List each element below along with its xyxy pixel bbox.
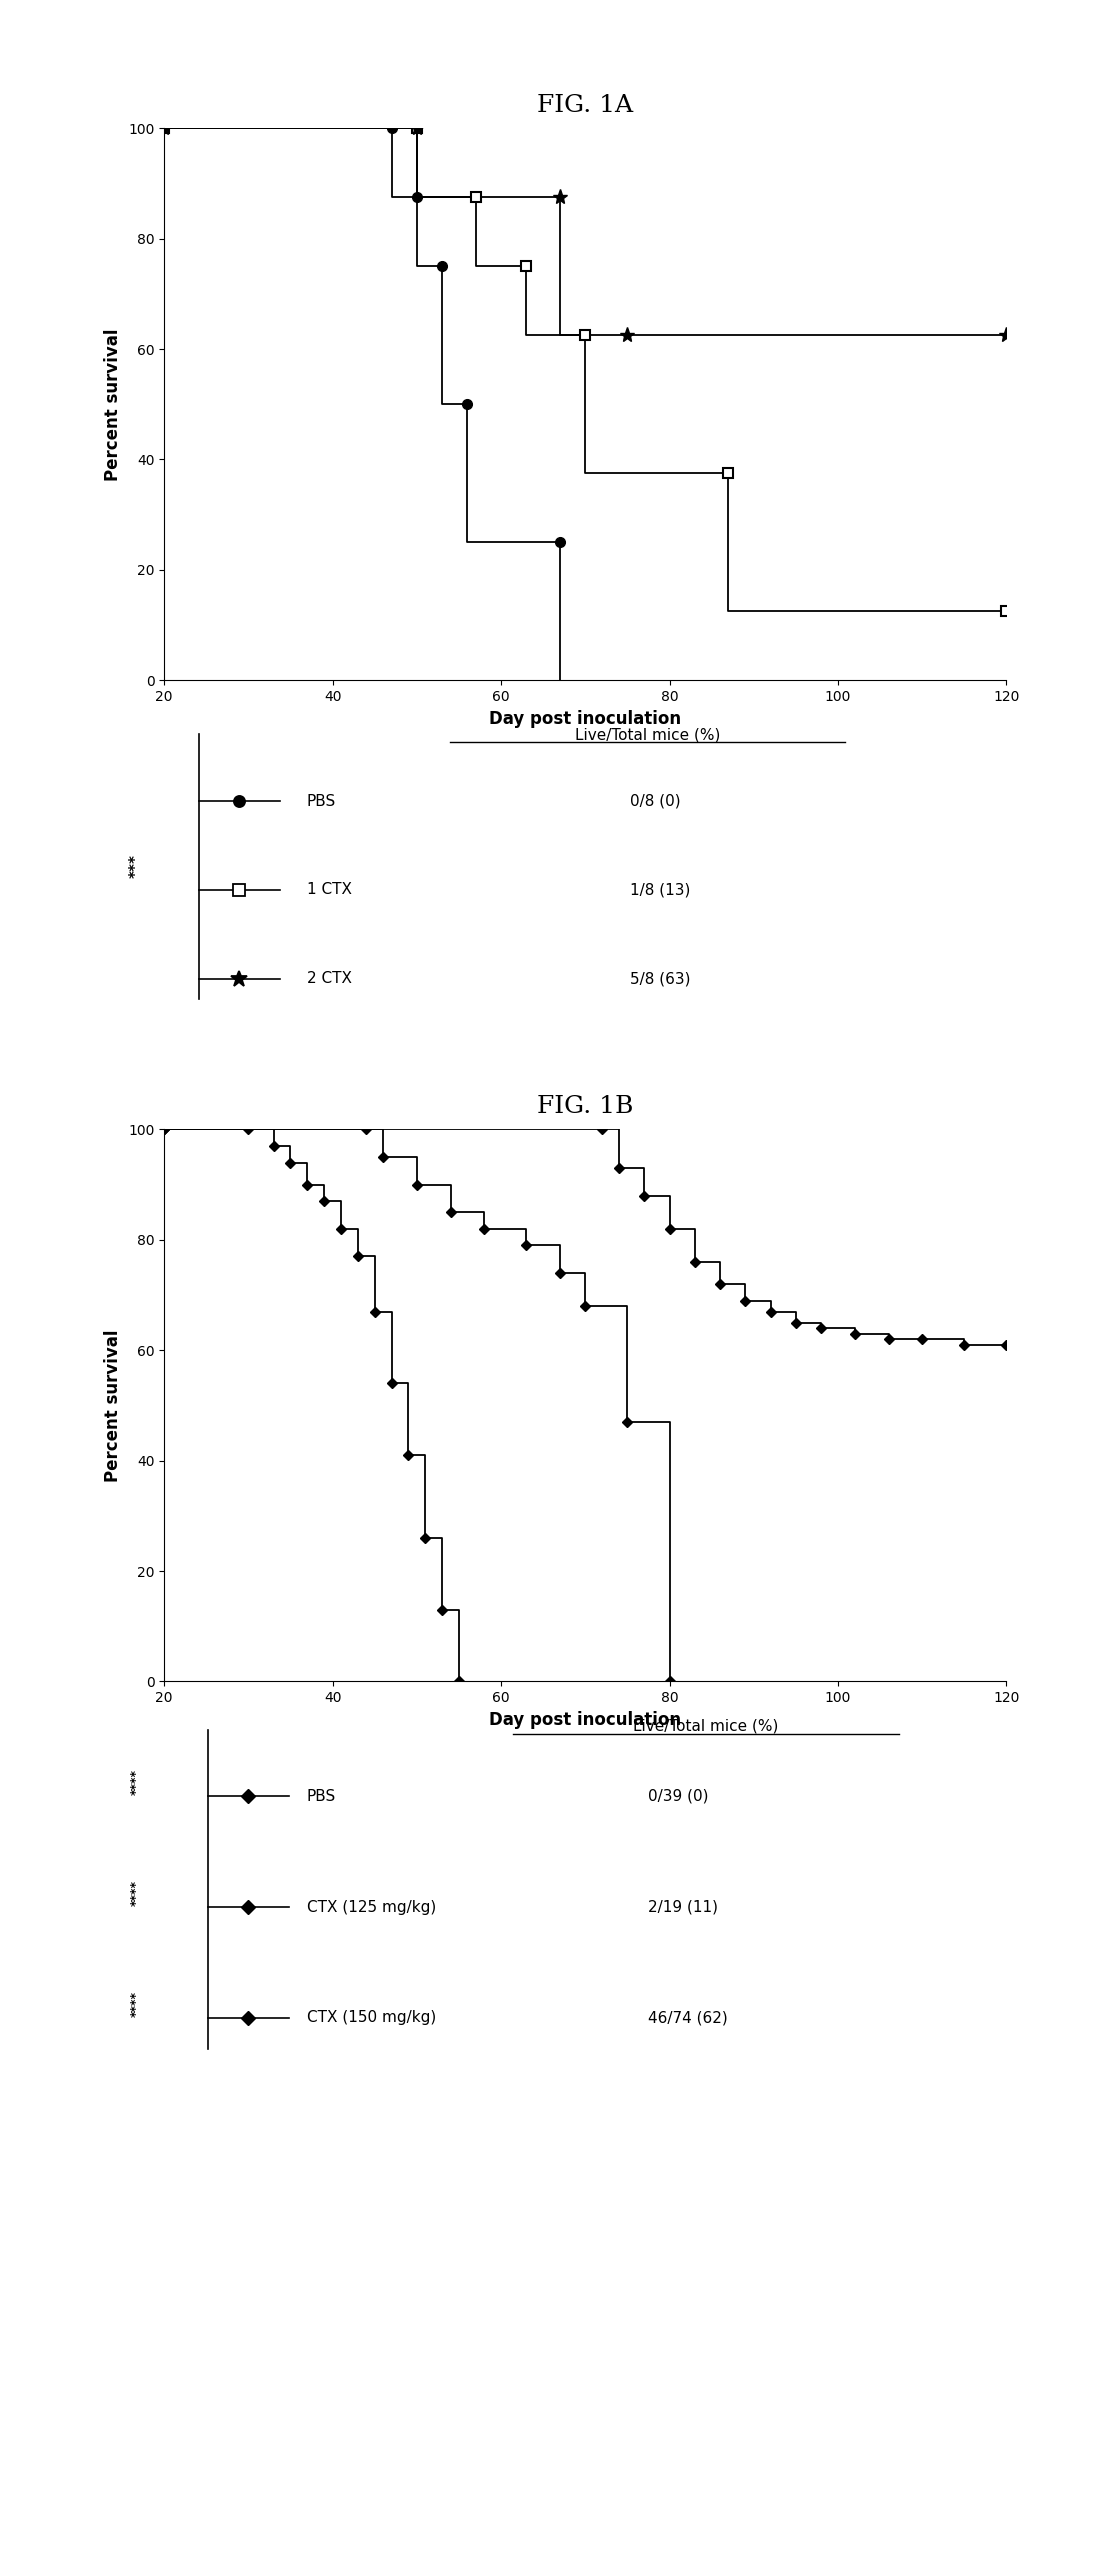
- X-axis label: Day post inoculation: Day post inoculation: [489, 708, 682, 726]
- Y-axis label: Percent survival: Percent survival: [104, 1330, 123, 1481]
- Text: 1/8 (13): 1/8 (13): [630, 883, 690, 898]
- Text: 2 CTX: 2 CTX: [306, 970, 352, 986]
- Text: 2/19 (11): 2/19 (11): [648, 1900, 718, 1915]
- Text: ****: ****: [130, 1769, 143, 1794]
- Text: ****: ****: [130, 1992, 143, 2018]
- Text: ***: ***: [129, 855, 143, 878]
- Text: 0/39 (0): 0/39 (0): [648, 1789, 708, 1805]
- Text: 5/8 (63): 5/8 (63): [630, 970, 690, 986]
- Text: PBS: PBS: [306, 1789, 336, 1805]
- Text: ****: ****: [130, 1879, 143, 1907]
- Text: PBS: PBS: [306, 793, 336, 809]
- Y-axis label: Percent survival: Percent survival: [104, 329, 123, 480]
- Text: 46/74 (62): 46/74 (62): [648, 2010, 728, 2025]
- Text: CTX (125 mg/kg): CTX (125 mg/kg): [306, 1900, 437, 1915]
- Text: 1 CTX: 1 CTX: [306, 883, 352, 898]
- Title: FIG. 1B: FIG. 1B: [537, 1094, 633, 1117]
- Text: CTX (150 mg/kg): CTX (150 mg/kg): [306, 2010, 437, 2025]
- Title: FIG. 1A: FIG. 1A: [537, 92, 633, 116]
- Text: Live/Total mice (%): Live/Total mice (%): [575, 726, 720, 742]
- Text: 0/8 (0): 0/8 (0): [630, 793, 680, 809]
- X-axis label: Day post inoculation: Day post inoculation: [489, 1710, 682, 1728]
- Text: Live/Total mice (%): Live/Total mice (%): [633, 1720, 779, 1733]
